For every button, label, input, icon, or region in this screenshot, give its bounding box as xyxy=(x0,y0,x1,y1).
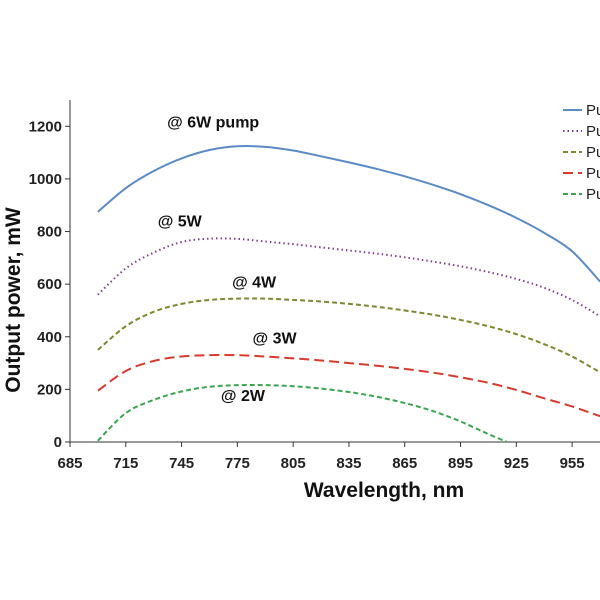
series-annotation: @ 4W xyxy=(232,274,277,291)
x-tick-label: 745 xyxy=(169,455,194,472)
y-tick-label: 800 xyxy=(37,224,62,241)
legend-label: Pu xyxy=(586,165,600,182)
legend-label: Pu xyxy=(586,186,600,203)
legend: Pu Pu Pu Pu Pu xyxy=(563,102,600,203)
series-line-2 xyxy=(97,237,600,318)
series-annotation: @ 2W xyxy=(221,388,266,405)
legend-label: Pu xyxy=(586,123,600,140)
x-tick-label: 895 xyxy=(448,455,473,472)
series-annotation: @ 6W pump xyxy=(167,115,259,132)
x-tick-label: 835 xyxy=(336,455,361,472)
y-axis-title: Output power, mW xyxy=(2,207,25,393)
tick-labels: 0 200 400 600 800 1000 1200 685 715 745 775 805 835 8… xyxy=(29,118,585,472)
axes xyxy=(69,100,600,443)
x-tick-label: 865 xyxy=(392,455,417,472)
annotations: @ 6W pump @ 5W @ 4W @ 3W @ 2W xyxy=(158,115,298,406)
series-lines xyxy=(97,145,600,442)
x-axis-title: Wavelength, nm xyxy=(304,479,464,502)
legend-label: Pu xyxy=(586,102,600,119)
series-annotation: @ 3W xyxy=(253,330,298,347)
y-tick-label: 1200 xyxy=(29,118,62,135)
x-tick-label: 925 xyxy=(504,455,529,472)
series-line-4 xyxy=(97,354,600,418)
series-line-3 xyxy=(97,297,600,374)
y-tick-label: 1000 xyxy=(29,171,62,188)
y-tick-label: 600 xyxy=(37,276,62,293)
legend-label: Pu xyxy=(586,144,600,161)
y-tick-label: 0 xyxy=(54,434,62,451)
x-tick-label: 955 xyxy=(560,455,585,472)
x-tick-label: 685 xyxy=(57,455,82,472)
x-tick-label: 715 xyxy=(113,455,138,472)
series-annotation: @ 5W xyxy=(158,213,203,230)
x-tick-label: 775 xyxy=(225,455,250,472)
y-tick-label: 200 xyxy=(37,381,62,398)
y-tick-label: 400 xyxy=(37,329,62,346)
x-tick-label: 805 xyxy=(281,455,306,472)
series-line-1 xyxy=(97,145,600,283)
series-line-5 xyxy=(97,384,508,442)
